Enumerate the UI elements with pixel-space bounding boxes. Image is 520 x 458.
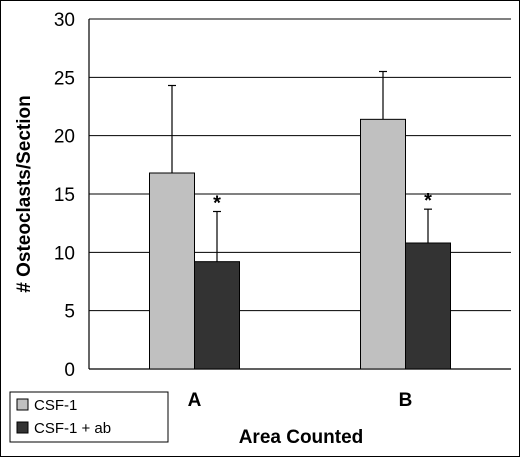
y-axis-title: # Osteoclasts/Section bbox=[14, 95, 35, 292]
x-category-label: A bbox=[188, 390, 202, 411]
legend-swatch bbox=[16, 421, 29, 434]
x-axis-title: Area Counted bbox=[239, 427, 364, 448]
y-tick-label: 25 bbox=[54, 68, 75, 89]
y-tick-label: 20 bbox=[54, 127, 75, 148]
significance-marker: * bbox=[424, 190, 432, 212]
significance-marker: * bbox=[213, 193, 221, 215]
bar bbox=[360, 118, 406, 370]
bar bbox=[194, 261, 240, 370]
y-tick-label: 0 bbox=[64, 360, 75, 381]
y-tick-label: 15 bbox=[54, 185, 75, 206]
legend-label: CSF-1 + ab bbox=[34, 420, 111, 437]
legend-box bbox=[9, 391, 169, 443]
legend-label: CSF-1 bbox=[34, 397, 77, 414]
legend-swatch bbox=[16, 398, 29, 411]
y-tick-label: 30 bbox=[54, 10, 75, 31]
y-tick-label: 5 bbox=[64, 302, 75, 323]
y-tick-label: 10 bbox=[54, 243, 75, 264]
bar bbox=[405, 242, 451, 370]
bar bbox=[149, 172, 195, 370]
x-category-label: B bbox=[399, 390, 413, 411]
legend: CSF-1 CSF-1 + ab bbox=[9, 391, 169, 443]
